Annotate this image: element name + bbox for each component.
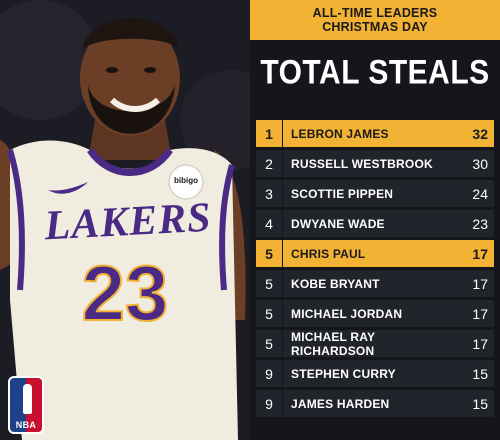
banner-line-2: CHRISTMAS DAY <box>322 20 428 34</box>
leaderboard-panel: ALL-TIME LEADERS CHRISTMAS DAY TOTAL STE… <box>250 0 500 440</box>
leader-row: 9 JAMES HARDEN 15 <box>256 390 494 417</box>
row-divider <box>282 300 283 327</box>
leader-row: 5 CHRIS PAUL 17 <box>256 240 494 267</box>
leader-rank: 5 <box>265 275 273 292</box>
row-divider <box>282 390 283 417</box>
player-photo: bibigo LAKERS 23 NBA <box>0 0 250 440</box>
leader-rank: 5 <box>265 305 273 322</box>
leader-rank: 1 <box>265 125 273 142</box>
row-divider <box>282 150 283 177</box>
leader-value: 15 <box>472 395 488 412</box>
leader-name: STEPHEN CURRY <box>291 366 396 381</box>
row-divider <box>282 360 283 387</box>
leader-name: RUSSELL WESTBROOK <box>291 156 433 171</box>
leader-value: 15 <box>472 365 488 382</box>
header-banner: ALL-TIME LEADERS CHRISTMAS DAY <box>250 0 500 40</box>
leader-value: 23 <box>472 215 488 232</box>
leader-name: KOBE BRYANT <box>291 276 380 291</box>
leader-rank: 4 <box>265 215 273 232</box>
leader-value: 17 <box>472 335 488 352</box>
leader-name: LEBRON JAMES <box>291 126 389 141</box>
jersey-team-text: LAKERS <box>43 194 213 250</box>
row-divider <box>282 240 283 267</box>
leader-row: 5 MICHAEL JORDAN 17 <box>256 300 494 327</box>
leader-rank: 3 <box>265 185 273 202</box>
leader-rank: 5 <box>265 245 273 262</box>
leader-name: JAMES HARDEN <box>291 396 390 411</box>
nba-logo: NBA <box>8 376 44 434</box>
leader-row: 1 LEBRON JAMES 32 <box>256 120 494 147</box>
jersey-number-text: 23 <box>81 248 170 338</box>
row-divider <box>282 120 283 147</box>
leader-rank: 9 <box>265 365 273 382</box>
leader-rank: 5 <box>265 335 273 352</box>
row-divider <box>282 180 283 207</box>
leader-value: 17 <box>472 275 488 292</box>
nba-logo-label: NBA <box>15 420 37 430</box>
leader-name: DWYANE WADE <box>291 216 385 231</box>
leader-name: MICHAEL JORDAN <box>291 306 403 321</box>
leader-value: 17 <box>472 245 488 262</box>
leader-row: 4 DWYANE WADE 23 <box>256 210 494 237</box>
leaders-list: 1 LEBRON JAMES 32 2 RUSSELL WESTBROOK 30… <box>256 120 494 420</box>
leader-value: 30 <box>472 155 488 172</box>
leader-value: 24 <box>472 185 488 202</box>
leader-row: 3 SCOTTIE PIPPEN 24 <box>256 180 494 207</box>
row-divider <box>282 270 283 297</box>
player-illustration <box>0 0 250 440</box>
leader-rank: 2 <box>265 155 273 172</box>
leader-row: 5 KOBE BRYANT 17 <box>256 270 494 297</box>
leader-row: 5 MICHAEL RAY RICHARDSON 17 <box>256 329 494 358</box>
leader-value: 17 <box>472 305 488 322</box>
leader-name: SCOTTIE PIPPEN <box>291 186 394 201</box>
nba-silhouette-icon <box>23 384 32 414</box>
leader-row: 2 RUSSELL WESTBROOK 30 <box>256 150 494 177</box>
leader-row: 9 STEPHEN CURRY 15 <box>256 360 494 387</box>
leader-name: CHRIS PAUL <box>291 246 366 261</box>
leader-value: 32 <box>472 125 488 142</box>
leader-name: MICHAEL RAY RICHARDSON <box>291 329 375 358</box>
row-divider <box>282 210 283 237</box>
jersey-sponsor-text: bibigo <box>174 176 198 185</box>
stat-title: TOTAL STEALS <box>260 53 490 92</box>
row-divider <box>282 330 283 357</box>
banner-line-1: ALL-TIME LEADERS <box>312 6 438 20</box>
leader-rank: 9 <box>265 395 273 412</box>
